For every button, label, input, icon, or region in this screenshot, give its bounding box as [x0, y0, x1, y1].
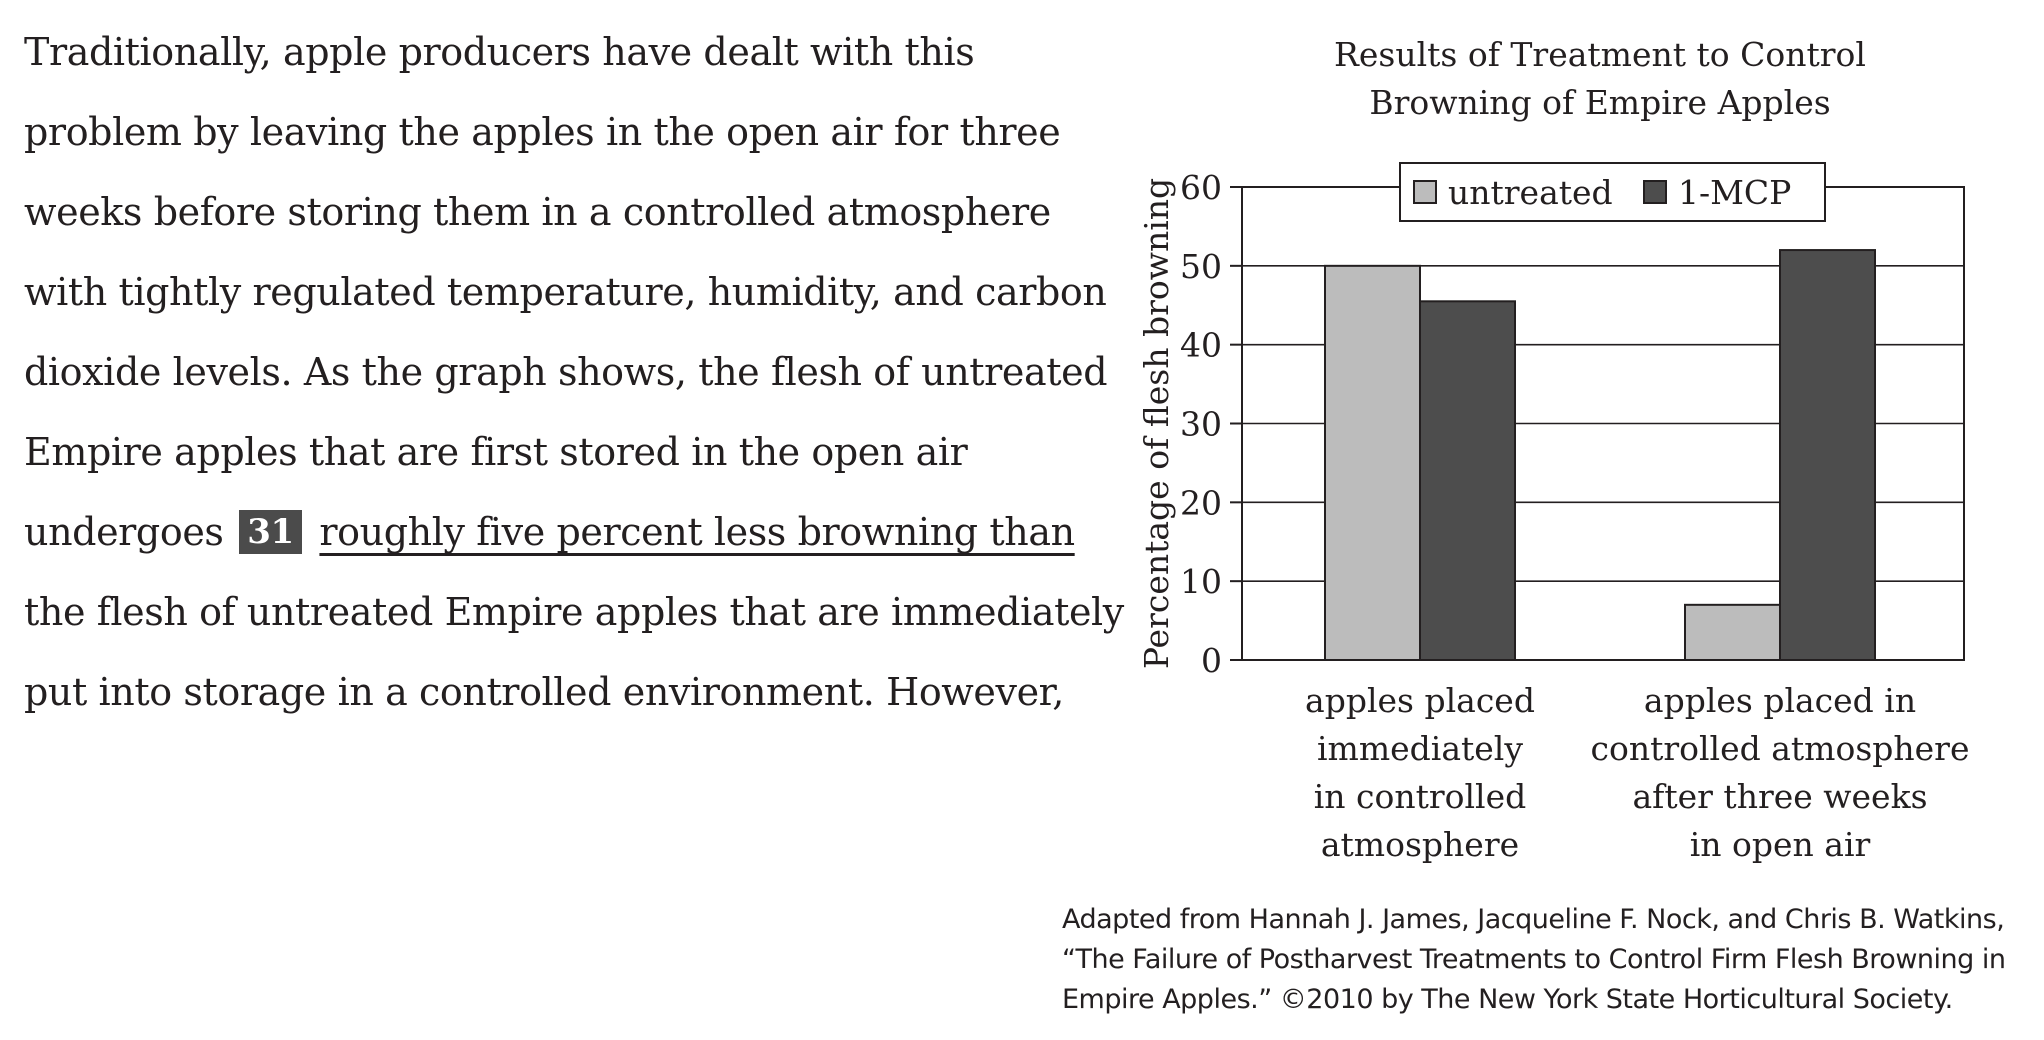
- chart-title: Browning of Empire Apples: [1369, 83, 1830, 122]
- x-category-label: apples placed in: [1644, 681, 1916, 720]
- chart-title: Results of Treatment to Control: [1334, 35, 1866, 74]
- bar-chart: Results of Treatment to Control Browning …: [1080, 0, 2044, 900]
- underlined-question-text[interactable]: roughly five percent less browning than: [319, 510, 1075, 554]
- x-category-label: immediately: [1317, 729, 1523, 768]
- passage-line: Empire apples that are first stored in t…: [24, 430, 968, 474]
- bar-untreated: [1324, 264, 1421, 661]
- y-axis-label: Percentage of flesh browning: [1137, 178, 1176, 669]
- passage-line: Traditionally, apple producers have deal…: [24, 30, 975, 74]
- x-category-label: apples placed: [1305, 681, 1535, 720]
- y-tick-label: 60: [1180, 168, 1222, 207]
- passage-text: Traditionally, apple producers have deal…: [24, 12, 1124, 732]
- source-citation: Adapted from Hannah J. James, Jacqueline…: [1062, 900, 2042, 1020]
- x-category-label: in open air: [1690, 825, 1871, 864]
- legend-swatch: [1413, 180, 1437, 204]
- y-tick-label: 10: [1180, 562, 1222, 601]
- x-category-label: in controlled: [1314, 777, 1527, 816]
- bar-1-mcp: [1419, 300, 1516, 661]
- legend-label: untreated: [1448, 173, 1613, 212]
- x-category-label: controlled atmosphere: [1590, 729, 1969, 768]
- bar-untreated: [1684, 603, 1781, 661]
- legend-swatch: [1643, 180, 1667, 204]
- passage-line: problem by leaving the apples in the ope…: [24, 110, 1061, 154]
- x-category-label: atmosphere: [1321, 825, 1519, 864]
- passage-line-prefix: undergoes: [24, 510, 224, 554]
- y-tick-label: 30: [1180, 405, 1222, 444]
- bar-1-mcp: [1779, 249, 1876, 661]
- legend-label: 1-MCP: [1678, 173, 1791, 212]
- x-category-label: after three weeks: [1632, 777, 1927, 816]
- passage-line: with tightly regulated temperature, humi…: [24, 270, 1107, 314]
- source-line: Adapted from Hannah J. James, Jacqueline…: [1062, 904, 2005, 935]
- y-tick-label: 40: [1180, 326, 1222, 365]
- passage-line: dioxide levels. As the graph shows, the …: [24, 350, 1108, 394]
- passage-line: weeks before storing them in a controlle…: [24, 190, 1051, 234]
- y-tick-label: 50: [1180, 247, 1222, 286]
- y-tick-label: 0: [1201, 641, 1222, 680]
- y-tick-label: 20: [1180, 483, 1222, 522]
- passage-line-question: undergoes 31 roughly five percent less b…: [24, 492, 1075, 572]
- passage-line: put into storage in a controlled environ…: [24, 670, 1064, 714]
- passage-line: the flesh of untreated Empire apples tha…: [24, 590, 1124, 634]
- source-line: Empire Apples.” ©2010 by The New York St…: [1062, 984, 1953, 1015]
- source-line: “The Failure of Postharvest Treatments t…: [1062, 944, 2006, 975]
- question-number-badge[interactable]: 31: [239, 510, 302, 554]
- legend-box: [1399, 162, 1826, 222]
- chart-svg: Results of Treatment to Control Browning …: [1137, 35, 1970, 864]
